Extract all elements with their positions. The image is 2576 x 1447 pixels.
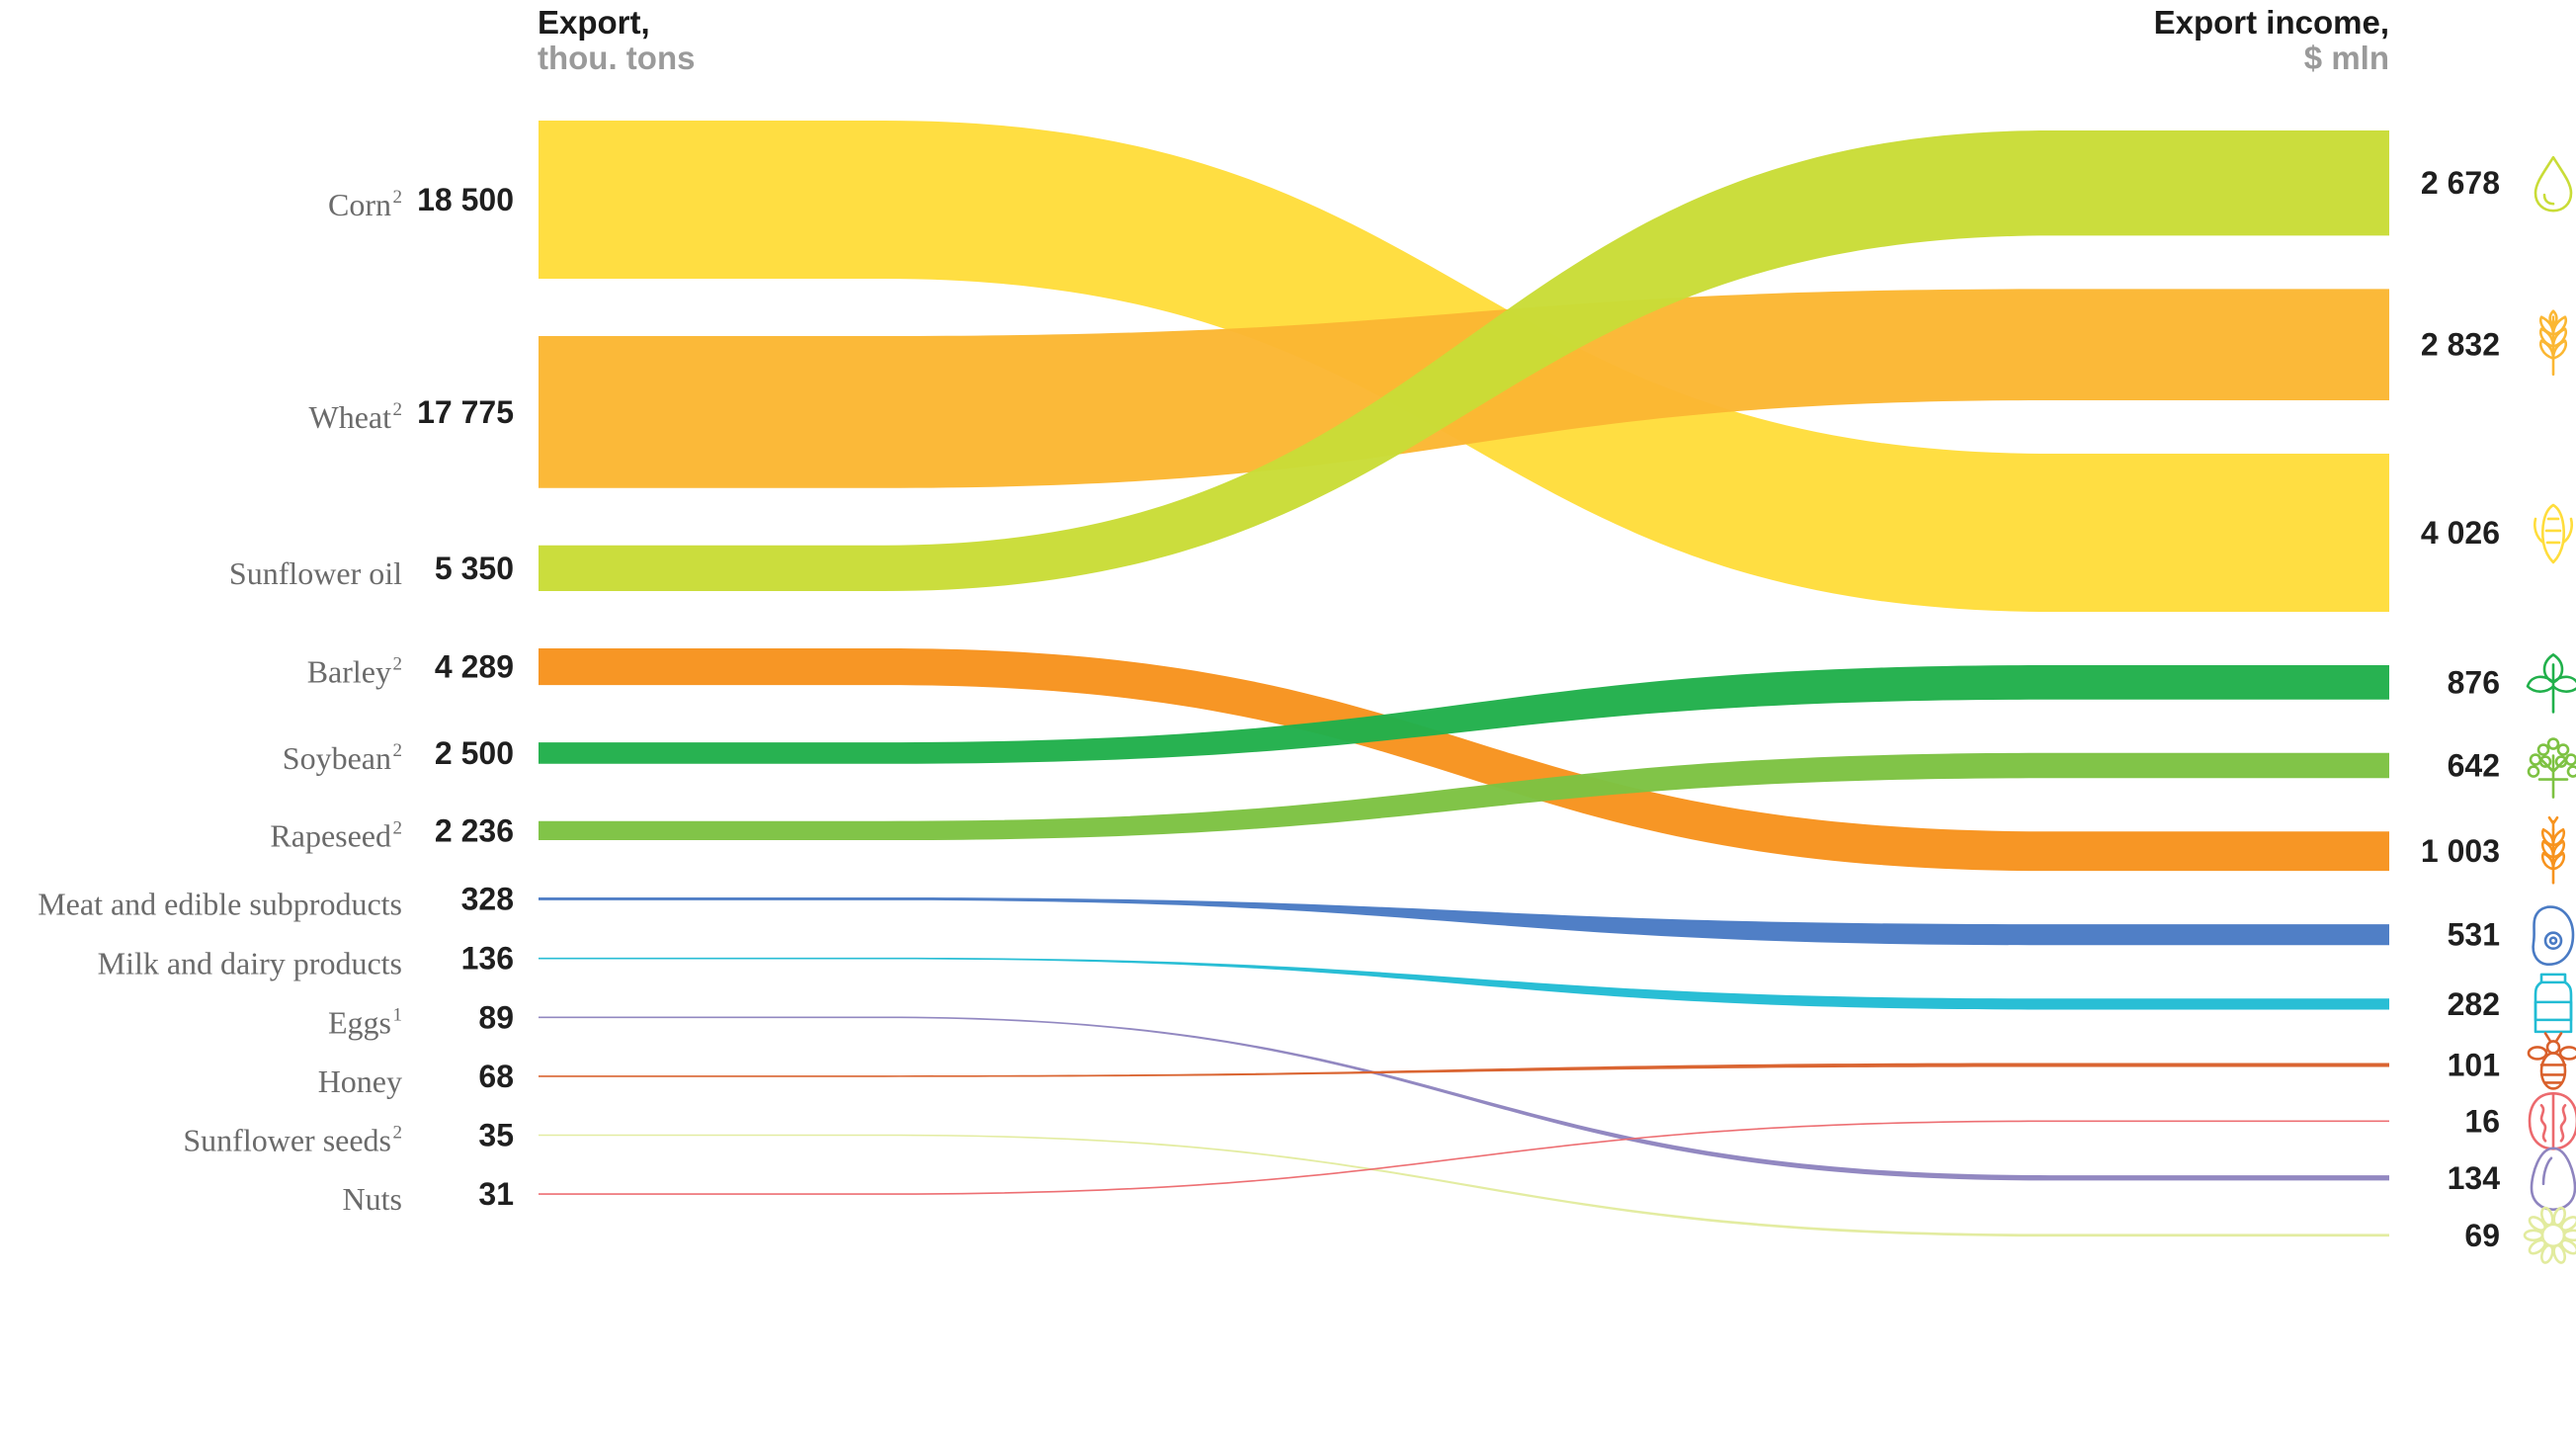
export-value-meat-and-edible-subproducts: 328	[461, 881, 514, 916]
category-label-wheat: Wheat	[309, 399, 392, 435]
flow-meat-and-edible-subproducts	[539, 897, 2389, 946]
income-value-meat-and-edible-subproducts: 531	[2448, 917, 2500, 953]
drop-icon	[2534, 155, 2573, 213]
left-header-title: Export,	[538, 4, 650, 41]
flow-nuts	[539, 1120, 2389, 1195]
category-label-sunflower-oil: Sunflower oil	[229, 555, 402, 591]
right-header-title: Export income,	[2154, 4, 2389, 41]
income-value-milk-and-dairy-products: 282	[2448, 986, 2500, 1022]
income-value-rapeseed: 642	[2448, 748, 2500, 784]
export-value-nuts: 31	[478, 1176, 514, 1212]
category-footnote-rapeseed: 2	[393, 817, 403, 838]
left-header-unit: thou. tons	[538, 40, 695, 76]
income-value-wheat: 2 832	[2421, 327, 2500, 363]
flow-milk-and-dairy-products	[539, 957, 2389, 1010]
flow-sunflower-seeds	[539, 1134, 2389, 1237]
category-label-soybean: Soybean	[283, 740, 391, 776]
flow-eggs	[539, 1016, 2389, 1181]
export-value-eggs: 89	[478, 999, 514, 1035]
walnut-icon	[2528, 1091, 2576, 1150]
income-value-corn: 4 026	[2421, 515, 2500, 551]
income-value-barley: 1 003	[2421, 833, 2500, 869]
header-layer: Export, thou. tons Export income, $ mln	[538, 4, 2389, 76]
right-header-unit: $ mln	[2304, 40, 2389, 76]
barley-ear-icon	[2541, 815, 2565, 885]
export-value-milk-and-dairy-products: 136	[461, 941, 514, 977]
category-label-eggs: Eggs	[328, 1004, 391, 1040]
category-label-rapeseed: Rapeseed	[270, 817, 391, 853]
flow-honey	[539, 1063, 2389, 1077]
egg-icon	[2530, 1147, 2576, 1212]
export-value-wheat: 17 775	[417, 394, 514, 430]
category-label-honey: Honey	[318, 1064, 402, 1099]
right-label-layer: 2 678 2 832 4 026 876 642 1 003 531 282 101 16 134…	[2421, 165, 2500, 1253]
income-value-sunflower-seeds: 69	[2464, 1218, 2500, 1253]
flow-barley	[539, 648, 2389, 872]
category-label-nuts: Nuts	[343, 1181, 402, 1217]
milk-jar-icon	[2534, 973, 2573, 1034]
category-label-sunflower-seeds: Sunflower seeds	[183, 1122, 391, 1157]
category-footnote-soybean: 2	[393, 740, 403, 761]
sunflower-icon	[2523, 1206, 2576, 1264]
flow-layer	[539, 121, 2389, 1237]
export-value-honey: 68	[478, 1059, 514, 1094]
income-value-honey: 101	[2448, 1047, 2500, 1082]
soybean-plant-icon	[2526, 653, 2576, 714]
export-value-corn: 18 500	[417, 182, 514, 217]
export-value-soybean: 2 500	[435, 735, 514, 771]
category-label-barley: Barley	[307, 654, 391, 690]
category-footnote-sunflower-seeds: 2	[393, 1122, 403, 1143]
wheat-ear-icon	[2539, 309, 2567, 377]
export-value-barley: 4 289	[435, 649, 514, 685]
income-value-soybean: 876	[2448, 664, 2500, 700]
income-value-sunflower-oil: 2 678	[2421, 165, 2500, 201]
bee-icon	[2527, 1032, 2576, 1090]
rapeseed-plant-icon	[2527, 737, 2576, 799]
flow-rapeseed	[539, 752, 2389, 841]
category-label-milk-and-dairy-products: Milk and dairy products	[98, 946, 402, 981]
flow-soybean	[539, 664, 2389, 764]
category-footnote-wheat: 2	[393, 399, 403, 420]
export-value-sunflower-seeds: 35	[478, 1117, 514, 1152]
category-label-meat-and-edible-subproducts: Meat and edible subproducts	[38, 886, 402, 921]
category-footnote-corn: 2	[393, 187, 403, 208]
category-footnote-eggs: 1	[393, 1004, 403, 1025]
category-footnote-barley: 2	[393, 654, 403, 675]
category-label-corn: Corn	[328, 187, 391, 222]
meat-cut-icon	[2532, 905, 2575, 967]
income-value-eggs: 134	[2448, 1160, 2501, 1196]
income-value-nuts: 16	[2464, 1103, 2500, 1139]
export-value-sunflower-oil: 5 350	[435, 551, 514, 586]
icon-layer	[2523, 155, 2576, 1264]
corn-cob-icon	[2533, 503, 2574, 564]
flow-sunflower-oil	[539, 130, 2389, 591]
export-value-rapeseed: 2 236	[435, 812, 514, 848]
